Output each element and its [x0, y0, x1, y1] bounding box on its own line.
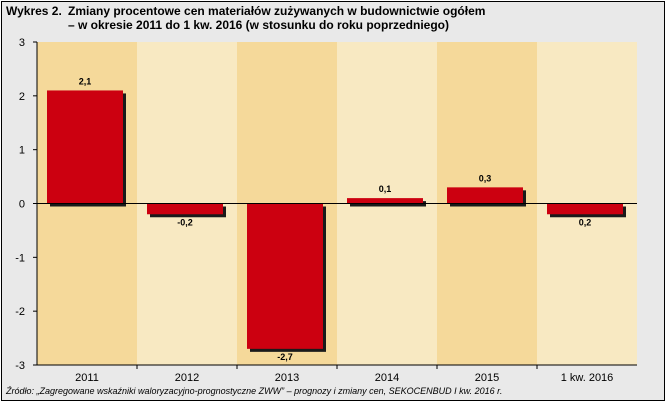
bar [347, 198, 423, 204]
data-label: -0,2 [177, 217, 193, 227]
data-label: -2,7 [277, 352, 293, 362]
y-tick-label: 2 [19, 91, 25, 103]
data-label: 0,1 [379, 184, 392, 194]
x-tick-label: 2013 [275, 372, 299, 384]
bar [147, 203, 223, 215]
bar [47, 90, 123, 204]
chart-title-line-2: – w okresie 2011 do 1 kw. 2016 (w stosun… [68, 18, 449, 32]
y-tick-label: -2 [15, 306, 25, 318]
x-tick-label: 2011 [75, 372, 99, 384]
x-tick-label: 2012 [175, 372, 199, 384]
bar [547, 203, 623, 215]
data-label: 0,3 [479, 173, 492, 183]
bar [247, 203, 323, 349]
x-tick-label: 2015 [475, 372, 499, 384]
axes: 3 2 1 0 -1 -2 -3 2011 2012 2013 2014 2015 1 kw. 2016 [15, 37, 637, 384]
y-tick-label: 3 [19, 37, 25, 49]
chart-title-label: Wykres 2. [6, 4, 62, 18]
bar [447, 187, 523, 204]
y-tick-label: 0 [19, 199, 25, 211]
x-tick-label: 2014 [375, 372, 399, 384]
source-note: Źródło: „Zagregowane wskaźniki waloryzac… [6, 386, 503, 396]
bars [47, 90, 626, 352]
data-label: 2,1 [79, 76, 92, 86]
y-tick-label: -3 [15, 360, 25, 372]
data-label: 0,2 [579, 217, 592, 227]
y-tick-label: 1 [19, 145, 25, 157]
data-labels: 2,1 -0,2 -2,7 0,1 0,3 0,2 [79, 76, 592, 361]
y-tick-label: -1 [15, 252, 25, 264]
chart-title-line-1: Zmiany procentowe cen materiałów zużywan… [68, 4, 486, 18]
x-tick-label: 1 kw. 2016 [561, 372, 614, 384]
